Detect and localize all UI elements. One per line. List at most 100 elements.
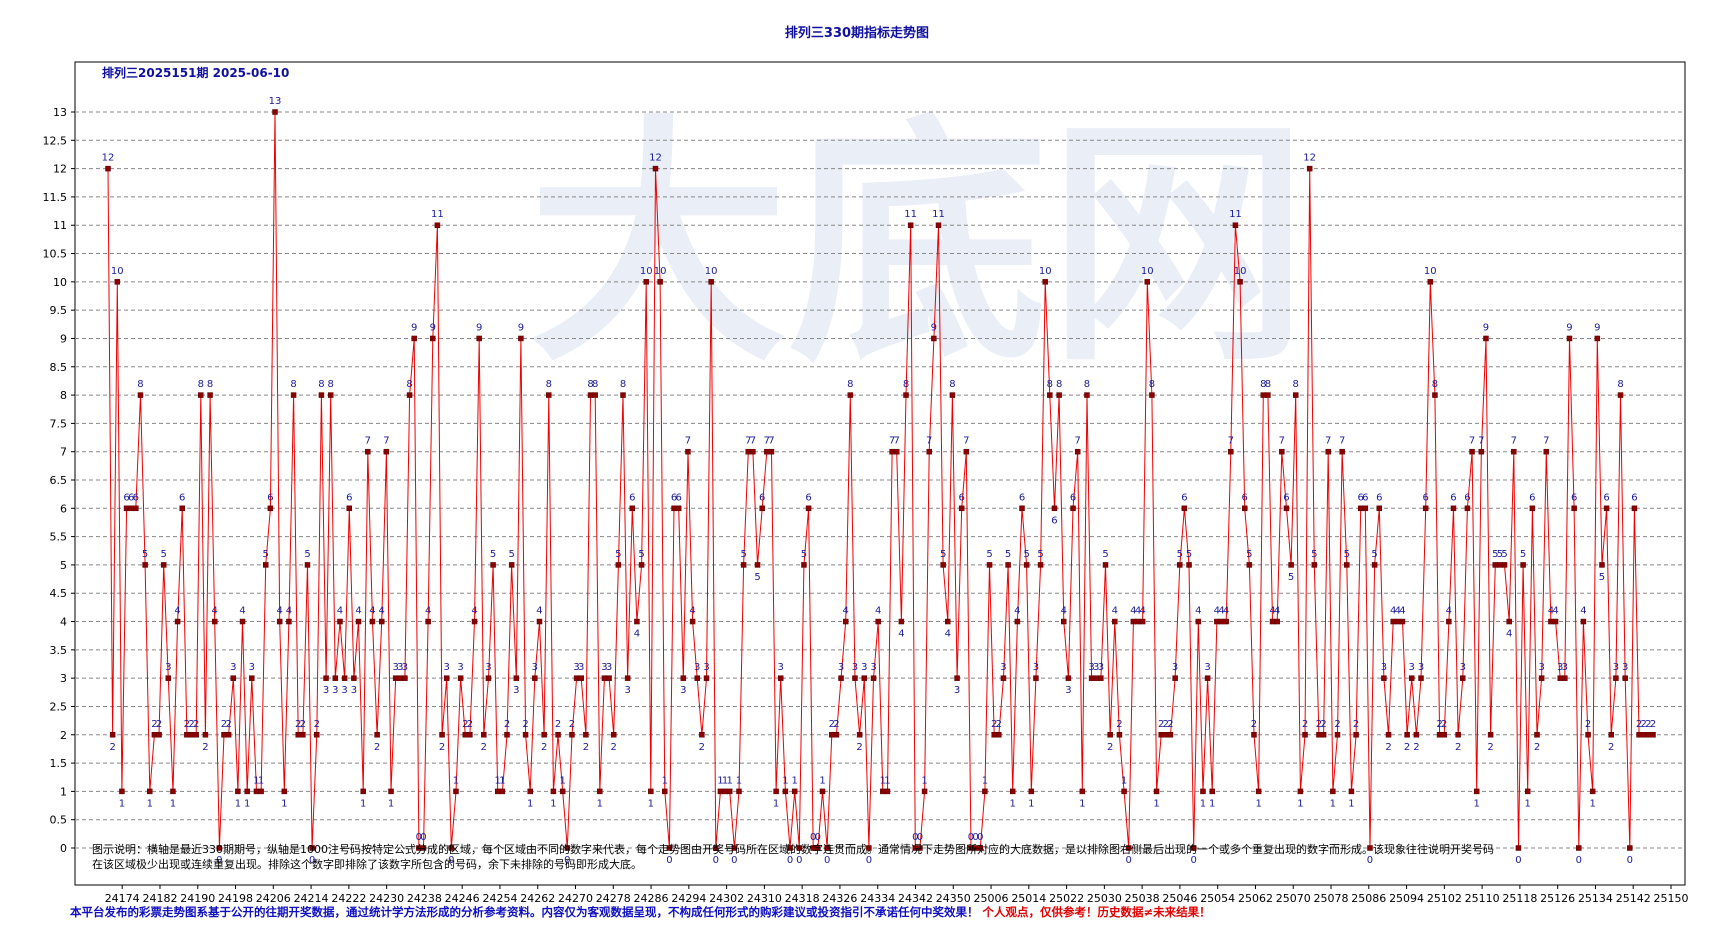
data-label: 3	[392, 662, 398, 673]
data-label: 1	[244, 798, 250, 809]
data-label: 0	[977, 832, 983, 843]
x-tick-label: 24310	[747, 892, 782, 905]
data-label: 11	[1229, 209, 1242, 220]
data-point	[889, 448, 895, 455]
data-point	[1427, 279, 1434, 285]
data-label: 2	[1385, 742, 1391, 753]
data-point	[369, 618, 376, 625]
data-label: 0	[309, 855, 315, 866]
data-point	[601, 675, 608, 681]
data-label: 3	[397, 662, 403, 673]
data-point	[1214, 618, 1220, 625]
data-point	[1255, 788, 1262, 795]
x-tick-label: 24326	[822, 892, 857, 905]
data-point	[230, 675, 237, 681]
data-point	[249, 675, 255, 681]
data-label: 1	[550, 798, 556, 809]
data-point	[1158, 732, 1164, 738]
y-tick-label: 8	[60, 389, 67, 402]
data-point	[597, 788, 603, 795]
data-point	[397, 675, 404, 681]
data-point	[745, 448, 752, 455]
data-label: 4	[1446, 606, 1452, 617]
data-point	[875, 618, 881, 625]
data-label: 5	[304, 549, 310, 560]
data-label: 0	[968, 832, 974, 843]
data-label: 0	[448, 855, 454, 866]
data-point	[620, 392, 626, 398]
data-label: 6	[267, 492, 273, 503]
data-label: 8	[847, 379, 853, 390]
data-label: 4	[1112, 606, 1118, 617]
data-label: 10	[1424, 266, 1437, 277]
data-label: 1	[791, 775, 797, 786]
data-label: 10	[1141, 266, 1154, 277]
data-point	[1047, 392, 1053, 398]
data-label: 7	[745, 436, 751, 447]
data-label: 2	[1334, 719, 1340, 730]
data-point	[1571, 505, 1577, 512]
data-label: 6	[128, 492, 134, 503]
data-point	[1311, 562, 1318, 568]
data-point	[1023, 562, 1030, 568]
data-label: 1	[727, 775, 733, 786]
data-label: 0	[1190, 855, 1196, 866]
data-label: 0	[787, 855, 793, 866]
data-point	[378, 618, 385, 625]
data-label: 4	[1223, 606, 1229, 617]
data-label: 8	[318, 379, 324, 390]
x-tick-label: 25006	[974, 892, 1009, 905]
data-point	[991, 732, 997, 738]
data-label: 4	[843, 606, 849, 617]
data-label: 0	[866, 855, 872, 866]
data-label: 8	[1149, 379, 1155, 390]
data-label: 2	[439, 742, 445, 753]
data-point	[1135, 618, 1141, 625]
data-point	[1395, 618, 1401, 625]
data-point	[1524, 788, 1531, 795]
data-point	[1306, 165, 1313, 172]
data-label: 3	[1065, 685, 1071, 696]
data-label: 4	[1214, 606, 1220, 617]
data-point	[160, 562, 167, 568]
data-label: 3	[402, 662, 408, 673]
data-label: 5	[1023, 549, 1029, 560]
data-point	[499, 788, 506, 795]
data-point	[1325, 448, 1331, 455]
data-label: 7	[365, 436, 371, 447]
data-label: 4	[536, 606, 542, 617]
data-point	[1014, 618, 1021, 625]
data-label: 5	[160, 549, 166, 560]
data-point	[1483, 335, 1489, 342]
data-label: 5	[1497, 549, 1503, 560]
data-label: 5	[142, 549, 148, 560]
data-label: 12	[102, 153, 115, 164]
data-label: 2	[109, 742, 115, 753]
data-label: 8	[207, 379, 213, 390]
data-label: 4	[425, 606, 431, 617]
data-label: 1	[736, 775, 742, 786]
data-label: 1	[388, 798, 394, 809]
x-tick-label: 25102	[1427, 892, 1462, 905]
x-tick-label: 24342	[898, 892, 933, 905]
data-label: 2	[1487, 742, 1493, 753]
data-label: 1	[1153, 798, 1159, 809]
data-label: 8	[1617, 379, 1623, 390]
x-tick-label: 25134	[1578, 892, 1613, 905]
data-point	[694, 675, 700, 681]
data-point	[1177, 562, 1183, 568]
data-point	[675, 505, 682, 512]
data-label: 6	[346, 492, 352, 503]
data-label: 1	[1255, 798, 1261, 809]
data-point	[726, 788, 733, 795]
data-label: 6	[1464, 492, 1470, 503]
data-label: 5	[1344, 549, 1350, 560]
y-tick-label: 7.5	[50, 417, 68, 430]
data-point	[439, 732, 445, 738]
y-tick-label: 12	[53, 163, 67, 176]
x-axis-ticks: 24174 24182 24190 24198 24206 24214 24222 24230…	[105, 885, 1689, 905]
x-tick-label: 25094	[1389, 892, 1424, 905]
data-point	[1195, 618, 1202, 625]
data-label: 3	[351, 685, 357, 696]
data-point	[1357, 505, 1364, 512]
